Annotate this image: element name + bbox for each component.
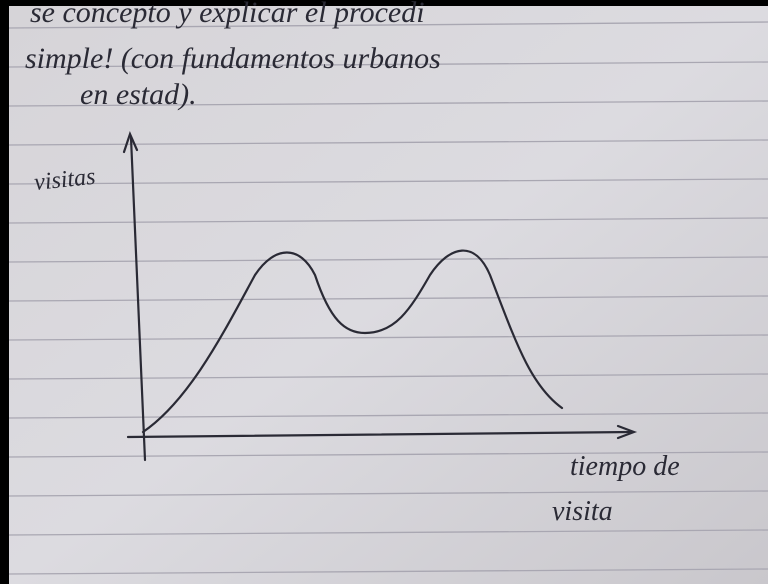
x-axis-label: visita bbox=[552, 496, 613, 527]
photo: se concepto y explicar el procedi simple… bbox=[0, 0, 768, 584]
note-line: simple! (con fundamentos urbanos bbox=[25, 42, 441, 75]
note-line: se concepto y explicar el procedi bbox=[30, 0, 425, 29]
note-line: en estad). bbox=[80, 78, 197, 111]
x-axis-label: tiempo de bbox=[570, 451, 680, 482]
